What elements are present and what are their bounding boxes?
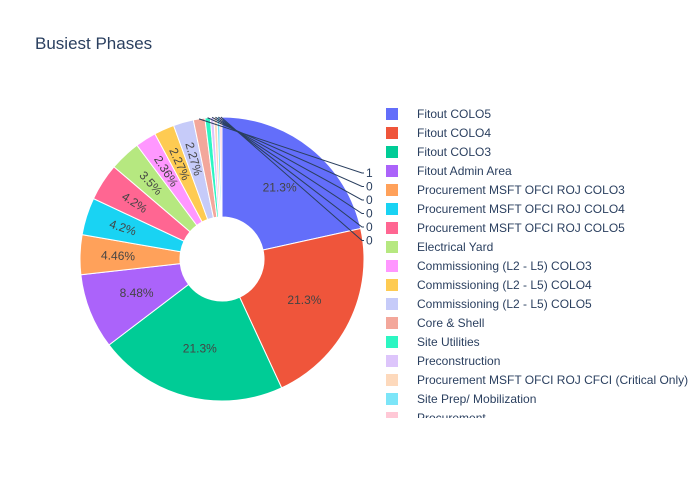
outside-label-site-utilities: 0 bbox=[366, 180, 373, 194]
legend-swatch bbox=[386, 297, 398, 310]
outside-label-procurement: 0 bbox=[366, 234, 373, 248]
legend-item-procurement-msft-ofci-roj-colo3[interactable]: Procurement MSFT OFCI ROJ COLO3 bbox=[378, 180, 625, 199]
slice-label-fitout-colo3: 21.3% bbox=[183, 341, 217, 355]
legend-label: Fitout COLO4 bbox=[417, 125, 492, 140]
leader-line-procurement-msft-ofci-roj-cfci-critical-only bbox=[215, 116, 364, 214]
slice-label-fitout-colo5: 21.3% bbox=[263, 180, 297, 194]
legend-item-fitout-colo5[interactable]: Fitout COLO5 bbox=[378, 104, 491, 123]
slice-fitout-colo4[interactable] bbox=[238, 227, 365, 389]
legend-item-commissioning-l2-l5-colo4[interactable]: Commissioning (L2 - L5) COLO4 bbox=[378, 275, 592, 294]
outside-label-preconstruction: 0 bbox=[366, 193, 373, 207]
legend-swatch bbox=[386, 259, 398, 272]
legend-label: Commissioning (L2 - L5) COLO5 bbox=[417, 296, 592, 311]
legend-label: Fitout COLO3 bbox=[417, 144, 492, 159]
outside-label-site-prep-mobilization: 0 bbox=[366, 220, 373, 234]
legend-swatch bbox=[386, 392, 398, 405]
legend-swatch bbox=[386, 240, 398, 253]
legend-swatch bbox=[386, 278, 398, 291]
legend-swatch bbox=[386, 202, 398, 215]
legend-swatch bbox=[386, 221, 398, 234]
legend-swatch bbox=[386, 373, 398, 386]
slice-label-fitout-admin-area: 8.48% bbox=[120, 286, 154, 300]
legend-item-site-utilities[interactable]: Site Utilities bbox=[378, 332, 480, 351]
outside-label-procurement-msft-ofci-roj-cfci-critical-only: 0 bbox=[366, 207, 373, 221]
legend-label: Fitout Admin Area bbox=[417, 163, 512, 178]
legend-label: Commissioning (L2 - L5) COLO4 bbox=[417, 277, 592, 292]
legend-label: Procurement MSFT OFCI ROJ COLO5 bbox=[417, 220, 625, 235]
legend-label: Procurement MSFT OFCI ROJ CFCI (Critical… bbox=[417, 372, 689, 387]
legend-label: Commissioning (L2 - L5) COLO3 bbox=[417, 258, 592, 273]
legend-swatch bbox=[386, 335, 398, 348]
slice-fitout-colo5[interactable] bbox=[221, 116, 362, 251]
legend-item-fitout-colo4[interactable]: Fitout COLO4 bbox=[378, 123, 491, 142]
legend-item-commissioning-l2-l5-colo3[interactable]: Commissioning (L2 - L5) COLO3 bbox=[378, 256, 592, 275]
legend[interactable]: Fitout COLO5 Fitout COLO4 Fitout COLO3 Fito… bbox=[378, 104, 700, 418]
legend-item-preconstruction[interactable]: Preconstruction bbox=[378, 351, 500, 370]
legend-swatch bbox=[386, 316, 398, 329]
legend-item-electrical-yard[interactable]: Electrical Yard bbox=[378, 237, 493, 256]
outside-label-core-shell: 1 bbox=[366, 166, 373, 180]
leader-line-site-utilities bbox=[207, 117, 364, 187]
legend-item-fitout-admin-area[interactable]: Fitout Admin Area bbox=[378, 161, 512, 180]
legend-label: Site Utilities bbox=[417, 334, 480, 349]
legend-item-commissioning-l2-l5-colo5[interactable]: Commissioning (L2 - L5) COLO5 bbox=[378, 294, 592, 313]
legend-label: Procurement MSFT OFCI ROJ COLO4 bbox=[417, 201, 625, 216]
legend-swatch bbox=[386, 145, 398, 158]
legend-label: Procurement bbox=[417, 410, 486, 419]
legend-swatch bbox=[386, 183, 398, 196]
legend-item-procurement-msft-ofci-roj-colo5[interactable]: Procurement MSFT OFCI ROJ COLO5 bbox=[378, 218, 625, 237]
slice-fitout-colo3[interactable] bbox=[108, 283, 283, 402]
slice-label-procurement-msft-ofci-roj-colo3: 4.46% bbox=[101, 248, 136, 263]
legend-item-site-prep-mobilization[interactable]: Site Prep/ Mobilization bbox=[378, 389, 536, 408]
legend-item-core-shell[interactable]: Core & Shell bbox=[378, 313, 484, 332]
leader-line-procurement bbox=[220, 116, 364, 241]
legend-label: Preconstruction bbox=[417, 353, 501, 368]
legend-swatch bbox=[386, 107, 398, 120]
slice-label-fitout-colo4: 21.3% bbox=[287, 293, 321, 307]
leader-line-site-prep-mobilization bbox=[218, 116, 364, 228]
slice-procurement[interactable] bbox=[219, 116, 223, 218]
legend-swatch bbox=[386, 411, 398, 418]
legend-item-procurement[interactable]: Procurement bbox=[378, 408, 486, 418]
legend-label: Electrical Yard bbox=[417, 239, 494, 254]
legend-label: Procurement MSFT OFCI ROJ COLO3 bbox=[417, 182, 625, 197]
leader-line-core-shell bbox=[198, 118, 364, 174]
legend-label: Core & Shell bbox=[417, 315, 485, 330]
legend-label: Fitout COLO5 bbox=[417, 106, 492, 121]
legend-swatch bbox=[386, 126, 398, 139]
leader-line-preconstruction bbox=[211, 116, 364, 201]
legend-item-fitout-colo3[interactable]: Fitout COLO3 bbox=[378, 142, 491, 161]
legend-swatch bbox=[386, 164, 398, 177]
chart-title: Busiest Phases bbox=[35, 34, 153, 53]
legend-item-procurement-msft-ofci-roj-cfci-critical-only[interactable]: Procurement MSFT OFCI ROJ CFCI (Critical… bbox=[378, 370, 688, 389]
legend-item-procurement-msft-ofci-roj-colo4[interactable]: Procurement MSFT OFCI ROJ COLO4 bbox=[378, 199, 625, 218]
legend-swatch bbox=[386, 354, 398, 367]
legend-label: Site Prep/ Mobilization bbox=[417, 391, 537, 406]
